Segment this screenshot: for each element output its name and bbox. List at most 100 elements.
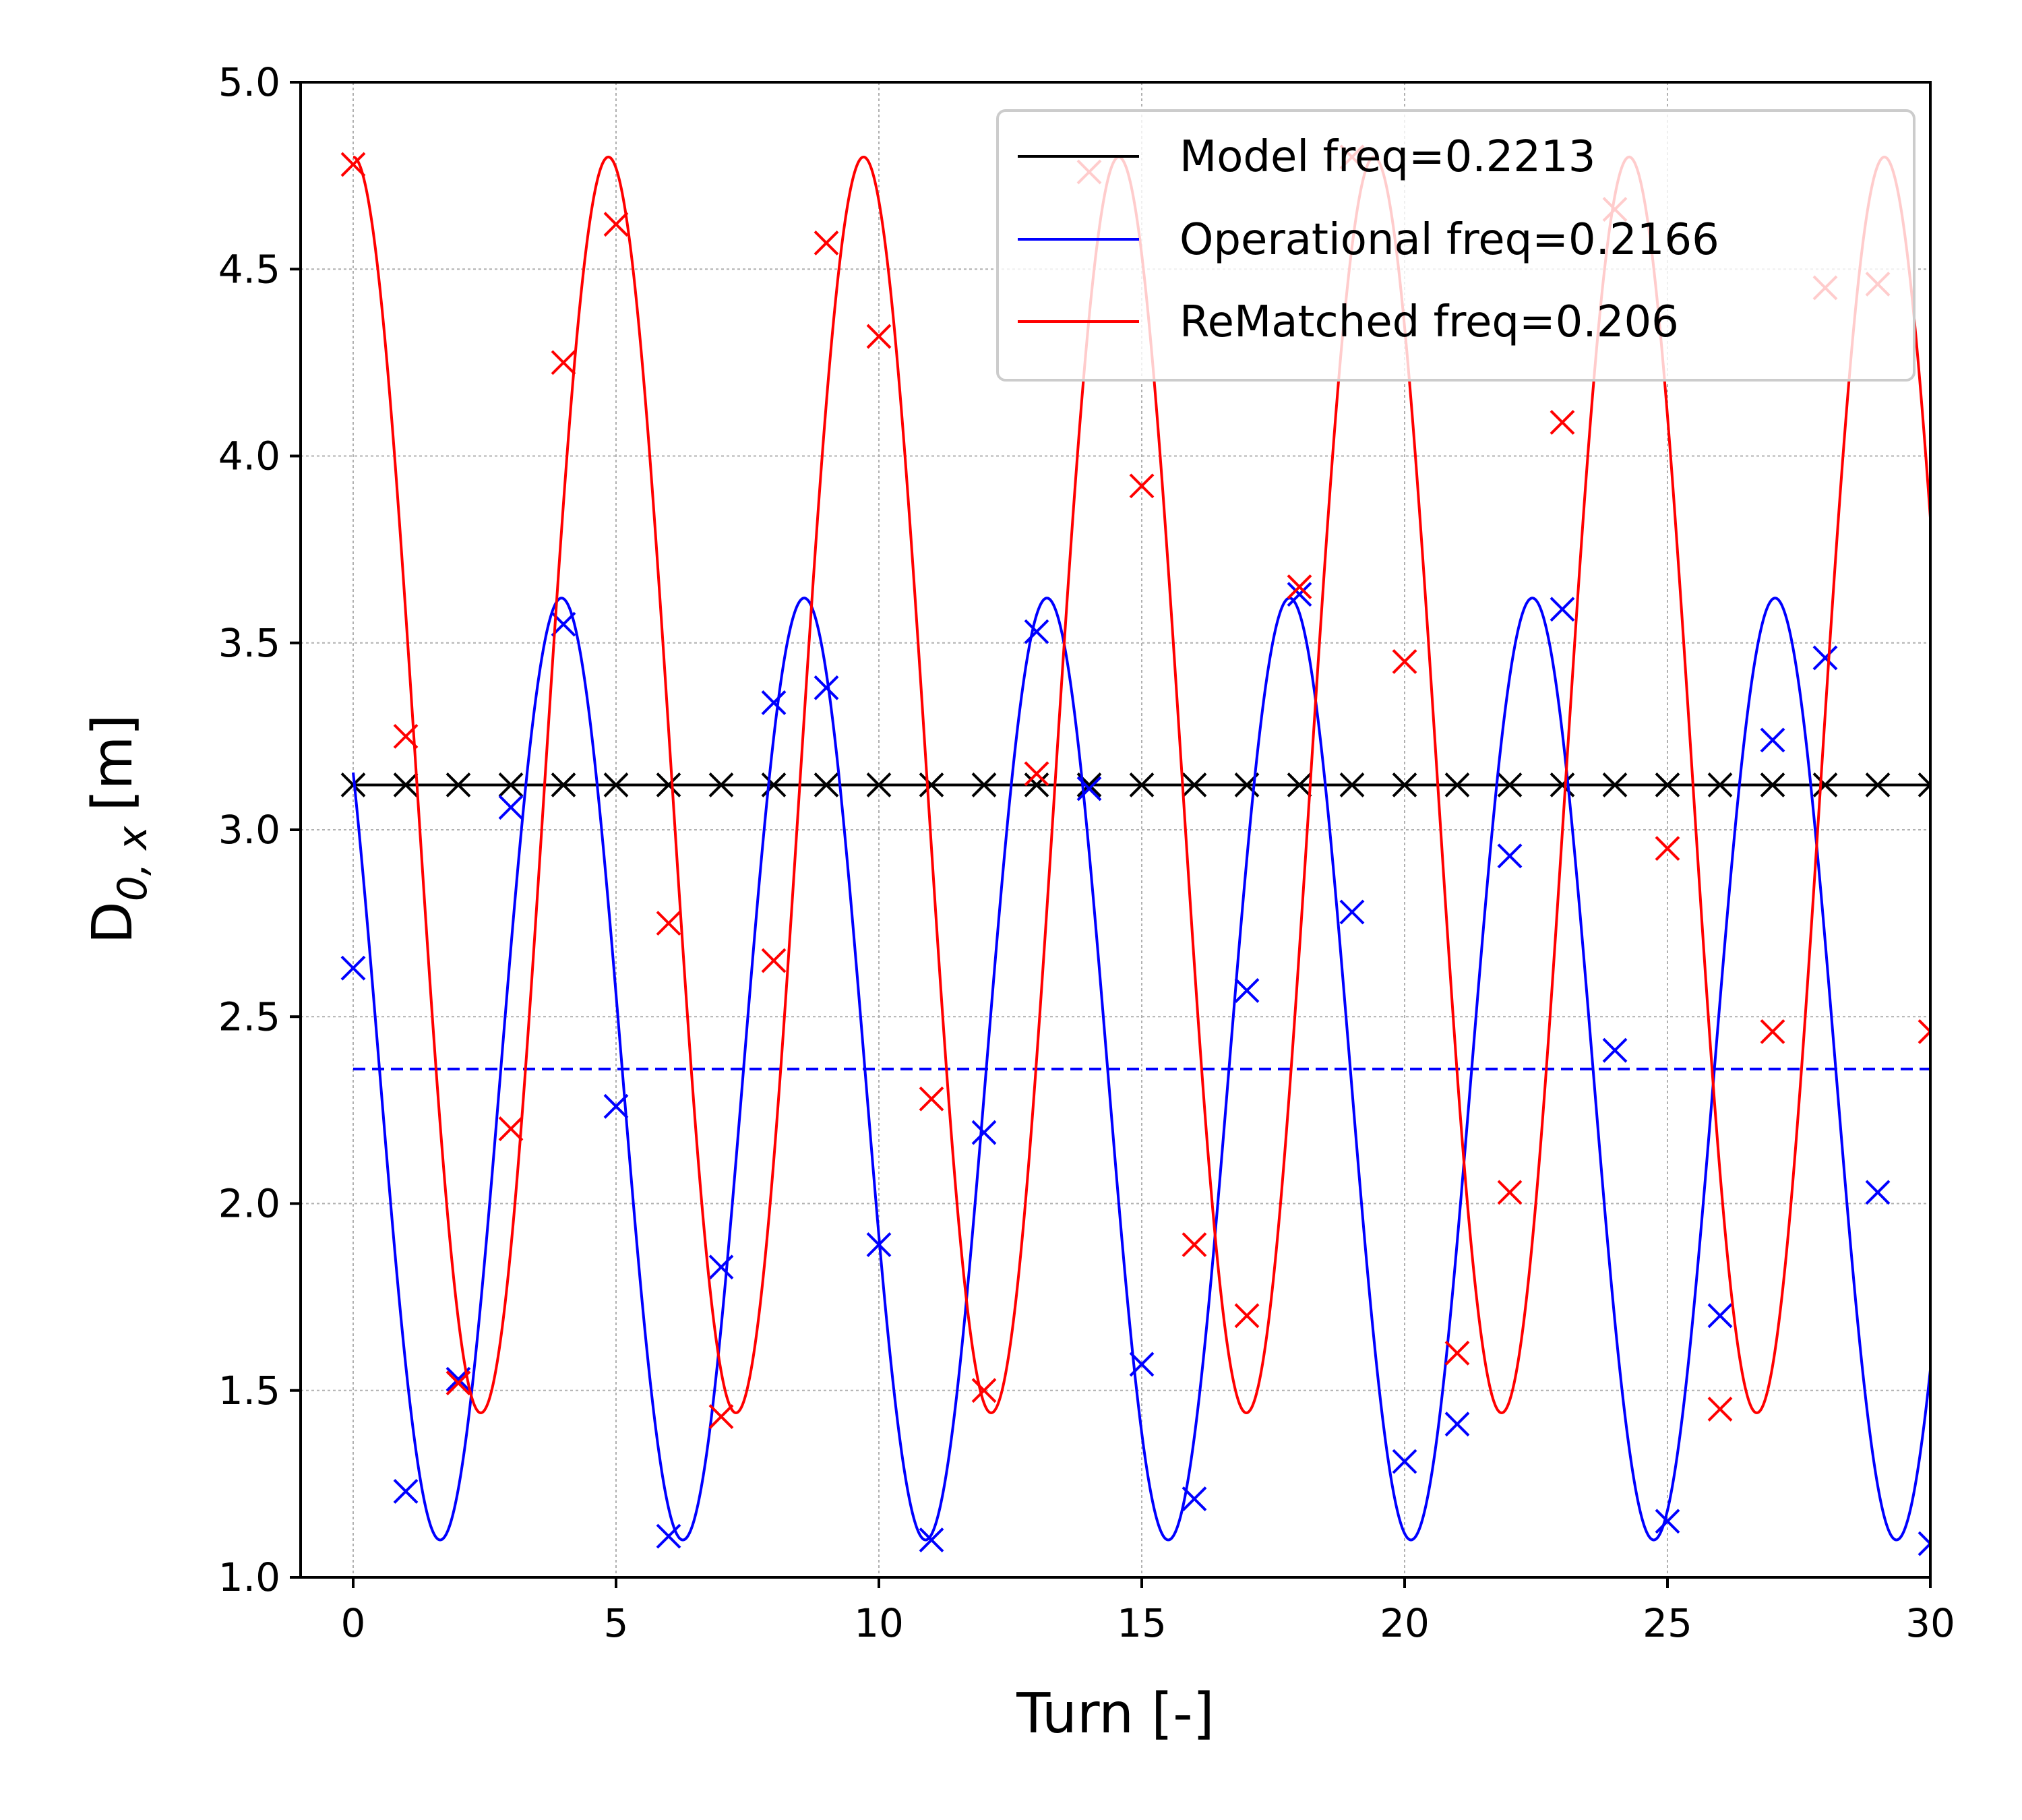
marker-stroke <box>814 675 839 700</box>
marker-stroke <box>1444 1412 1470 1437</box>
data-marker-operational <box>498 795 524 820</box>
data-marker-model <box>1392 772 1417 797</box>
marker-stroke <box>603 212 629 237</box>
data-marker-operational <box>1129 1352 1155 1377</box>
data-marker-operational <box>866 1232 892 1257</box>
marker-stroke <box>761 690 787 715</box>
marker-stroke <box>340 152 366 177</box>
data-marker-model <box>603 772 629 797</box>
data-marker-operational <box>340 955 366 981</box>
data-marker-model <box>1024 772 1049 797</box>
y-axis-label: D0, x [m] <box>81 715 156 944</box>
data-marker-operational <box>971 1120 997 1145</box>
data-marker-model <box>1655 772 1680 797</box>
marker-stroke <box>1339 772 1365 797</box>
x-tick-label: 25 <box>1643 1600 1692 1646</box>
marker-stroke <box>761 948 787 973</box>
data-marker-model <box>446 772 471 797</box>
data-marker-rematched <box>551 350 576 375</box>
legend-label-operational: Operational freq=0.2166 <box>1180 215 1719 265</box>
marker-stroke <box>1918 1542 1930 1556</box>
data-marker-rematched <box>1024 761 1049 787</box>
marker-stroke <box>340 955 366 981</box>
y-axis-label-sub: 0, x <box>109 826 156 901</box>
data-marker-operational <box>1076 776 1102 801</box>
data-marker-rematched <box>1444 1340 1470 1366</box>
marker-stroke <box>1918 1029 1930 1044</box>
marker-stroke <box>708 1254 734 1280</box>
data-marker-rematched <box>1707 1397 1733 1422</box>
data-marker-rematched <box>1918 1019 1930 1044</box>
marker-stroke <box>1918 1531 1930 1546</box>
marker-stroke <box>1129 473 1155 499</box>
marker-stroke <box>1129 772 1155 797</box>
marker-stroke <box>1287 772 1312 797</box>
data-marker-operational <box>1444 1412 1470 1437</box>
marker-stroke <box>1812 645 1838 671</box>
marker-stroke <box>919 772 944 797</box>
marker-stroke <box>1655 1509 1680 1534</box>
marker-stroke <box>603 772 629 797</box>
data-marker-model <box>866 772 892 797</box>
data-marker-operational <box>1760 727 1785 753</box>
data-marker-model <box>1865 772 1891 797</box>
marker-stroke <box>1707 1397 1733 1422</box>
data-marker-model <box>1497 772 1523 797</box>
marker-stroke <box>1865 772 1891 797</box>
data-marker-operational <box>1812 645 1838 671</box>
x-tick-label: 5 <box>604 1600 629 1646</box>
data-marker-rematched <box>1550 410 1575 435</box>
data-marker-rematched <box>971 1378 997 1403</box>
marker-stroke <box>971 772 997 797</box>
data-marker-operational <box>1287 582 1312 607</box>
marker-stroke <box>1024 619 1049 644</box>
marker-stroke <box>971 1120 997 1145</box>
data-marker-operational <box>393 1479 419 1504</box>
marker-stroke <box>1918 772 1930 787</box>
data-marker-model <box>1812 772 1838 797</box>
marker-stroke <box>393 772 419 797</box>
marker-stroke <box>1076 772 1102 797</box>
marker-stroke <box>1076 776 1102 801</box>
marker-stroke <box>1655 772 1680 797</box>
marker-stroke <box>1550 410 1575 435</box>
marker-stroke <box>1392 772 1417 797</box>
y-tick-label: 2.5 <box>218 994 280 1039</box>
data-marker-operational <box>1392 1449 1417 1474</box>
data-marker-rematched <box>1760 1019 1785 1044</box>
marker-stroke <box>498 772 524 797</box>
y-tick-label: 1.0 <box>218 1554 280 1600</box>
marker-stroke <box>1918 1019 1930 1034</box>
marker-stroke <box>1444 772 1470 797</box>
y-tick-label: 4.5 <box>218 246 280 292</box>
marker-stroke <box>971 1378 997 1403</box>
data-marker-operational <box>919 1527 944 1552</box>
data-marker-model <box>1129 772 1155 797</box>
legend: Model freq=0.2213 Operational freq=0.216… <box>996 109 1916 382</box>
y-tick-label: 3.5 <box>218 620 280 666</box>
data-marker-operational <box>1602 1037 1628 1063</box>
y-tick-label: 5.0 <box>218 59 280 105</box>
marker-stroke <box>866 1232 892 1257</box>
marker-stroke <box>1760 727 1785 753</box>
y-axis-ticks: 1.0 1.5 2.0 2.5 3.0 3.5 4.0 4.5 5.0 <box>218 59 301 1600</box>
marker-stroke <box>814 772 839 797</box>
data-marker-rematched <box>446 1370 471 1396</box>
marker-stroke <box>1339 899 1365 925</box>
marker-stroke <box>1182 1232 1207 1257</box>
marker-stroke <box>761 772 787 797</box>
marker-stroke <box>708 772 734 797</box>
marker-stroke <box>498 1116 524 1142</box>
marker-stroke <box>1655 836 1680 861</box>
legend-label-rematched: ReMatched freq=0.206 <box>1180 297 1679 347</box>
marker-stroke <box>1392 1449 1417 1474</box>
data-marker-operational <box>1182 1486 1207 1511</box>
marker-stroke <box>1918 783 1930 797</box>
data-marker-model <box>1182 772 1207 797</box>
marker-stroke <box>498 795 524 820</box>
data-marker-model <box>393 772 419 797</box>
marker-stroke <box>446 772 471 797</box>
x-tick-label: 10 <box>854 1600 904 1646</box>
data-marker-rematched <box>866 324 892 349</box>
data-marker-model <box>1707 772 1733 797</box>
